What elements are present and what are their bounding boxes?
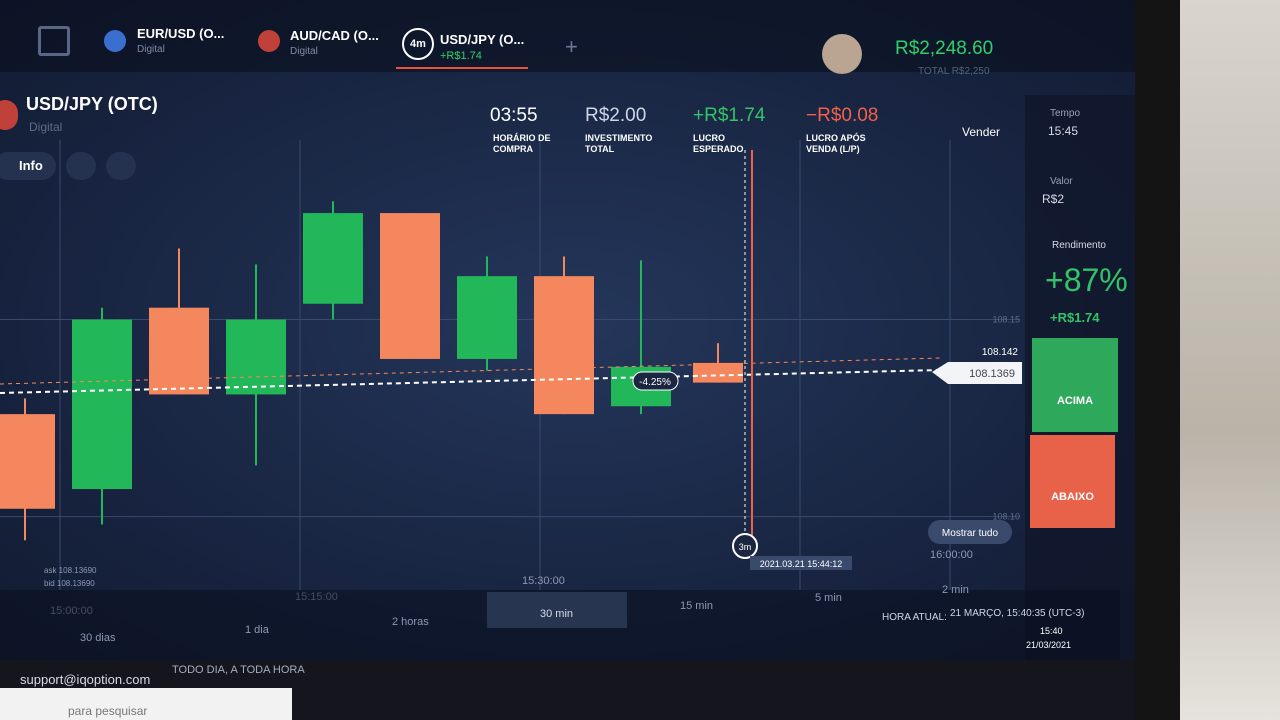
trade-change: -4.25% xyxy=(639,377,671,388)
tab-badge: 4m xyxy=(402,28,434,60)
yield-label: Rendimento xyxy=(1052,240,1106,251)
tab-icon xyxy=(104,30,126,52)
timestamp-bg xyxy=(750,556,852,570)
add-tab[interactable]: + xyxy=(565,34,578,59)
price-current: 108.142 xyxy=(982,347,1019,358)
chart: 108.15 108.10 -4.25% 108.1369 108.142 3m 2021.… xyxy=(0,140,1022,617)
balance-total: TOTAL R$2,250 xyxy=(918,66,990,77)
clock: 21 MARÇO, 15:40:35 (UTC-3) xyxy=(950,608,1085,619)
candle-body xyxy=(0,414,55,509)
price-line xyxy=(0,357,941,385)
x-tick-label: 15:30:00 xyxy=(522,575,565,587)
asset-type: Digital xyxy=(29,120,63,134)
yield-value: +87% xyxy=(1045,262,1128,298)
sell-button[interactable]: Vender xyxy=(962,125,1001,139)
candle-body xyxy=(534,276,594,415)
stat-value: +R$1.74 xyxy=(693,105,766,126)
expiry-label: 3m xyxy=(739,542,752,552)
period-bar xyxy=(0,590,1120,660)
period-option[interactable]: 30 min xyxy=(540,608,574,620)
info-label[interactable]: Info xyxy=(19,158,43,173)
asset-icon xyxy=(0,100,18,130)
avatar[interactable] xyxy=(822,34,862,74)
clock-label: HORA ATUAL: xyxy=(882,612,947,623)
background-room xyxy=(1180,0,1280,720)
stat-value: R$2.00 xyxy=(585,105,647,126)
notification-button[interactable] xyxy=(66,152,96,180)
show-all-label[interactable]: Mostrar tudo xyxy=(942,528,999,539)
y-tick-label: 108.15 xyxy=(992,315,1020,325)
tab-bar xyxy=(0,0,1140,72)
monitor-bezel xyxy=(1135,0,1185,720)
price-line xyxy=(0,369,941,394)
price-marker-bg xyxy=(932,362,1022,384)
price-marker: 108.1369 xyxy=(969,368,1015,380)
y-tick-label: 108.10 xyxy=(992,512,1020,522)
active-tab-indicator xyxy=(396,67,528,69)
taskbar-time: 15:40 xyxy=(1040,626,1063,636)
slogan: TODO DIA, A TODA HORA xyxy=(172,664,305,676)
stat-label: LUCRO APÓS VENDA (L/P) xyxy=(806,133,866,154)
candle-body xyxy=(149,307,209,395)
balance[interactable]: R$2,248.60 xyxy=(895,38,994,59)
down-button[interactable]: ABAIXO xyxy=(1030,435,1115,528)
tab-title[interactable]: USD/JPY (O... xyxy=(440,32,525,47)
period-option[interactable]: 30 dias xyxy=(80,632,116,644)
tab-subtitle: +R$1.74 xyxy=(440,50,482,62)
stat-label: HORÁRIO DE COMPRA xyxy=(493,133,551,154)
tab-title[interactable]: AUD/CAD (O... xyxy=(290,28,379,43)
candle-body xyxy=(303,213,363,304)
amount-label: Valor xyxy=(1050,176,1073,187)
tab-subtitle: Digital xyxy=(290,46,318,57)
search-box[interactable] xyxy=(0,688,292,720)
period-option[interactable]: 1 dia xyxy=(245,624,269,636)
grid-icon[interactable] xyxy=(38,26,70,56)
period-selected-bg xyxy=(487,592,627,628)
candle-body xyxy=(693,362,743,383)
favorite-button[interactable] xyxy=(106,152,136,180)
candle-body xyxy=(457,276,517,359)
expiry-badge xyxy=(732,533,758,559)
ask-label: ask 108.13690 xyxy=(44,566,97,575)
timestamp: 2021.03.21 15:44:12 xyxy=(760,559,843,569)
tab-subtitle: Digital xyxy=(137,44,165,55)
tab-icon xyxy=(258,30,280,52)
stat-label: INVESTIMENTO TOTAL xyxy=(585,133,653,154)
stat-label: LUCRO ESPERADO xyxy=(693,133,744,154)
stat-value: 03:55 xyxy=(490,105,538,126)
search-placeholder[interactable]: para pesquisar xyxy=(68,704,148,718)
period-option[interactable]: 5 min xyxy=(815,592,842,604)
amount-value[interactable]: R$2 xyxy=(1042,192,1065,206)
time-label: Tempo xyxy=(1050,108,1081,119)
support-email[interactable]: support@iqoption.com xyxy=(20,672,151,687)
time-value[interactable]: 15:45 xyxy=(1048,124,1079,138)
tab-title[interactable]: EUR/USD (O... xyxy=(137,26,225,41)
up-button[interactable]: ACIMA xyxy=(1032,338,1118,432)
candle-body xyxy=(72,319,132,490)
taskbar-date: 21/03/2021 xyxy=(1026,640,1072,650)
info-button[interactable] xyxy=(0,152,56,180)
bid-label: bid 108.13690 xyxy=(44,579,95,588)
x-tick-label: 16:00:00 xyxy=(930,549,973,561)
stat-value: −R$0.08 xyxy=(806,105,879,126)
trade-badge xyxy=(632,371,679,391)
asset-name[interactable]: USD/JPY (OTC) xyxy=(26,94,158,114)
candle-body xyxy=(226,319,286,395)
candle-body xyxy=(380,213,440,359)
period-option[interactable]: 2 min xyxy=(942,584,969,596)
period-option[interactable]: 15 min xyxy=(680,600,714,612)
yield-profit: +R$1.74 xyxy=(1050,310,1100,325)
period-option[interactable]: 2 horas xyxy=(392,616,429,628)
show-all-button[interactable] xyxy=(928,520,1012,544)
